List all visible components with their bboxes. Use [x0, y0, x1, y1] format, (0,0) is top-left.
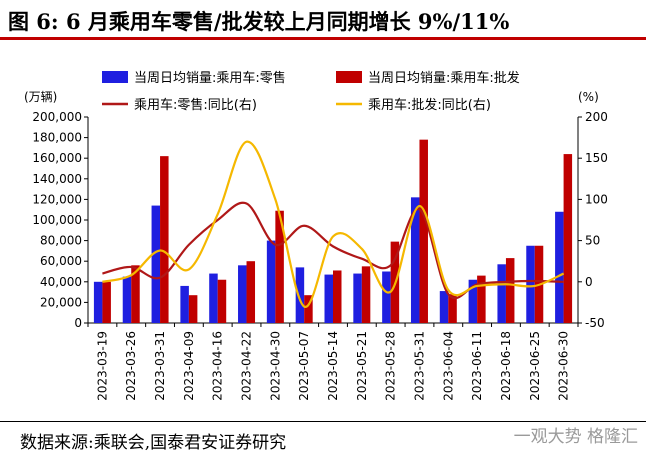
x-tick-label: 2023-05-31	[412, 331, 426, 401]
x-tick-label: 2023-06-18	[499, 331, 513, 401]
bar-retail	[180, 285, 189, 323]
bar-retail	[266, 240, 276, 323]
legend-swatch-bar	[102, 71, 128, 83]
left-tick-label: 0	[74, 316, 82, 330]
left-tick-label: 140,000	[32, 172, 82, 186]
x-tick-label: 2023-04-16	[211, 331, 225, 401]
x-tick-label: 2023-06-04	[441, 331, 455, 401]
right-tick-label: -50	[585, 316, 605, 330]
left-tick-label: 20,000	[40, 295, 82, 309]
x-tick-label: 2023-05-07	[297, 331, 311, 401]
x-tick-label: 2023-04-22	[240, 331, 254, 401]
bar-retail	[526, 245, 535, 323]
bar-retail	[497, 264, 506, 323]
watermark: 一观大势 格隆汇	[513, 427, 638, 447]
left-tick-label: 60,000	[40, 254, 82, 268]
title-underline	[0, 37, 646, 40]
bar-retail	[151, 205, 161, 323]
bar-wholesale	[217, 279, 227, 323]
bar-retail	[238, 265, 247, 323]
axes: 0 20,000 40,000 60,000 80,000 100,000 120,000 1…	[32, 110, 608, 330]
bar-wholesale	[333, 270, 342, 323]
bar-wholesale	[160, 156, 169, 323]
bar-retail	[439, 291, 449, 323]
x-tick-label: 2023-03-31	[153, 331, 167, 401]
x-axis-labels: 2023-03-19 2023-03-26 2023-03-31 2023-04-09…	[95, 331, 570, 401]
x-tick-label: 2023-03-26	[124, 331, 138, 401]
bar-wholesale	[448, 294, 457, 323]
left-tick-label: 100,000	[32, 213, 82, 227]
bar-wholesale	[102, 281, 111, 323]
bar-retail	[324, 274, 333, 323]
bar-wholesale	[275, 210, 284, 323]
right-tick-label: 150	[585, 151, 608, 165]
bar-retail	[410, 197, 420, 323]
bar-wholesale	[304, 295, 313, 323]
x-tick-label: 2023-04-09	[182, 331, 196, 401]
left-tick-label: 40,000	[40, 275, 82, 289]
x-tick-label: 2023-05-28	[384, 331, 398, 401]
right-tick-label: 100	[585, 192, 608, 206]
right-tick-label: 200	[585, 110, 608, 124]
x-tick-label: 2023-05-14	[326, 331, 340, 401]
bar-wholesale	[246, 261, 256, 323]
footer-rule	[0, 421, 646, 422]
legend-swatch-bar	[336, 71, 362, 83]
bar-wholesale	[419, 139, 428, 323]
bar-retail	[93, 281, 103, 323]
lines	[102, 140, 565, 308]
left-tick-label: 120,000	[32, 192, 82, 206]
bar-retail	[555, 211, 564, 323]
bar-wholesale	[477, 275, 486, 323]
right-tick-label: 50	[585, 234, 600, 248]
left-tick-label: 180,000	[32, 131, 82, 145]
left-axis-unit: (万辆)	[24, 90, 57, 104]
left-tick-label: 200,000	[32, 110, 82, 124]
bar-retail	[468, 279, 478, 323]
bar-retail	[295, 267, 305, 323]
legend-label: 乘用车:零售:同比(右)	[134, 97, 257, 113]
bar-wholesale	[361, 266, 371, 323]
right-tick-label: 0	[585, 275, 593, 289]
line-retail-yoy	[102, 201, 564, 300]
x-tick-label: 2023-04-30	[268, 331, 282, 401]
bar-wholesale	[563, 154, 573, 323]
bar-wholesale	[131, 265, 140, 323]
bar-wholesale	[505, 258, 515, 323]
right-axis-unit: (%)	[578, 90, 599, 104]
chart-title: 图 6: 6 月乘用车零售/批发较上月同期增长 9%/11%	[8, 9, 510, 34]
x-tick-label: 2023-03-19	[95, 331, 109, 401]
bar-wholesale	[188, 295, 198, 323]
bar-retail	[209, 273, 218, 323]
x-tick-label: 2023-05-21	[355, 331, 369, 401]
bar-retail	[382, 271, 391, 323]
x-tick-label: 2023-06-30	[557, 331, 571, 401]
bar-retail	[353, 273, 362, 323]
legend-label: 当周日均销量:乘用车:零售	[134, 70, 286, 86]
bars	[93, 139, 573, 323]
source-note: 数据来源:乘联会,国泰君安证券研究	[20, 433, 287, 453]
line-wholesale-yoy	[102, 140, 565, 308]
legend-label: 当周日均销量:乘用车:批发	[368, 70, 520, 86]
left-tick-label: 80,000	[40, 234, 82, 248]
legend-label: 乘用车:批发:同比(右)	[368, 97, 491, 113]
x-tick-label: 2023-06-25	[528, 331, 542, 401]
left-tick-label: 160,000	[32, 151, 82, 165]
x-tick-label: 2023-06-11	[470, 331, 484, 401]
bar-retail	[122, 276, 132, 323]
